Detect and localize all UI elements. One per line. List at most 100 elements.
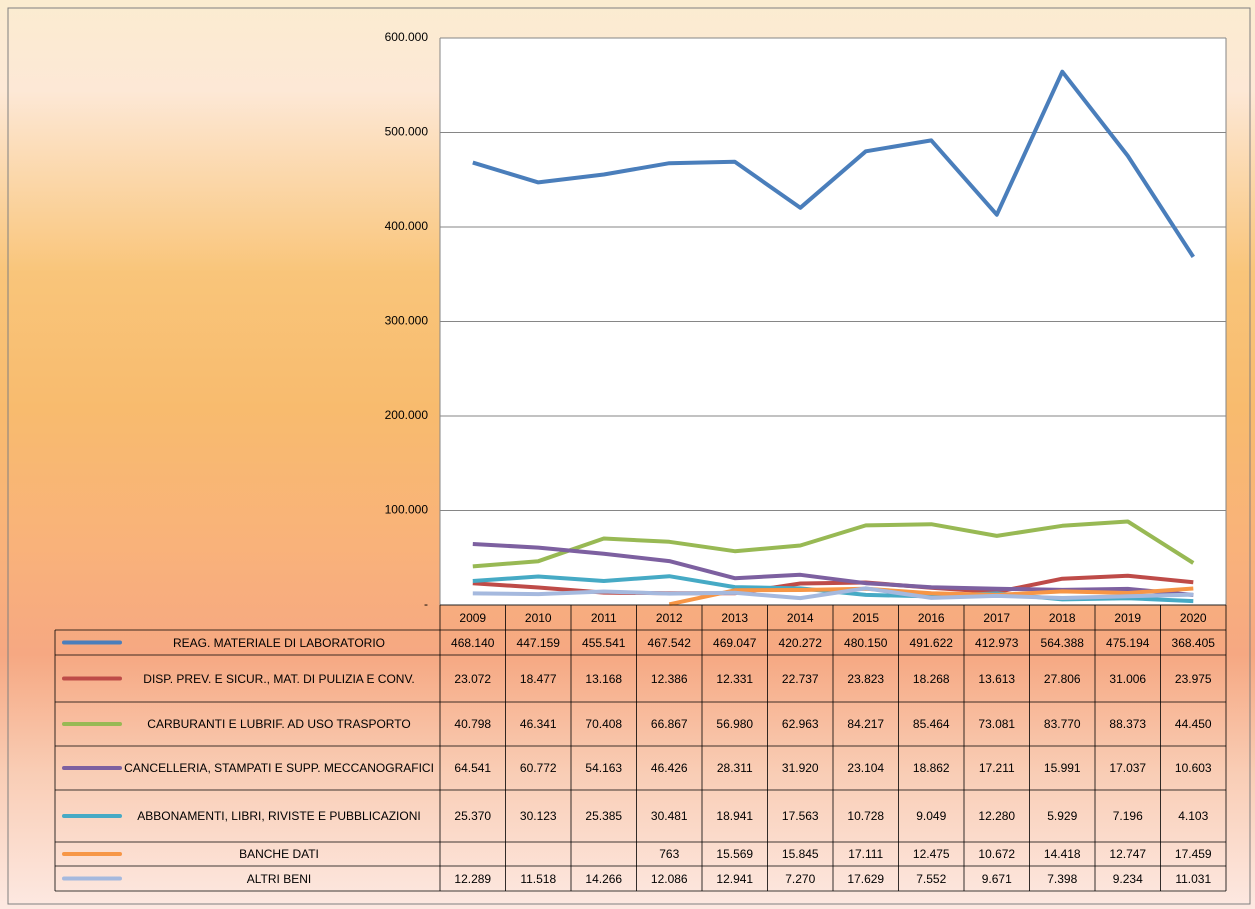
y-tick-label: 200.000 [385,408,429,422]
data-label: 420.272 [778,635,822,650]
data-label: 30.481 [650,809,688,823]
data-label: 467.542 [647,635,691,650]
data-label: 46.426 [650,761,688,775]
data-label: 23.072 [454,671,492,686]
data-label: 12.475 [912,847,950,861]
data-label: 17.037 [1109,761,1147,775]
data-label: 469.047 [713,635,757,650]
x-tick-label: 2010 [524,610,552,625]
data-label: 9.671 [981,871,1012,886]
data-label: 30.123 [519,809,557,823]
x-tick-label: 2018 [1048,610,1076,625]
data-label: 412.973 [975,635,1019,650]
data-label: 31.006 [1109,671,1147,686]
data-label: 18.941 [716,809,754,823]
x-tick-label: 2011 [590,610,617,625]
data-label: 18.862 [912,761,950,775]
data-label: 10.728 [847,809,885,823]
data-label: 56.980 [716,717,754,731]
frame [7,7,1251,905]
data-label: 491.622 [909,635,953,650]
series-line [668,586,1194,607]
x-tick-label: 2019 [1114,610,1142,625]
data-label: 17.563 [781,809,819,823]
data-label: 455.541 [582,635,626,650]
y-tick-label: - [424,597,428,611]
y-tick-label: 300.000 [385,314,429,328]
data-label: 17.111 [848,847,884,861]
data-label: 9.234 [1112,871,1143,886]
x-tick-label: 2012 [655,610,683,625]
data-label: 23.104 [847,761,885,775]
data-label: 4.103 [1178,809,1209,823]
data-label: 12.289 [454,871,492,886]
legend-label: CARBURANTI E LUBRIF. AD USO TRASPORTO [147,717,411,731]
data-label: 40.798 [454,717,492,731]
legend-label: ABBONAMENTI, LIBRI, RIVISTE E PUBBLICAZI… [137,809,421,823]
data-label: 88.373 [1109,717,1147,731]
legend-label: ALTRI BENI [246,871,312,886]
x-tick-label: 2017 [983,610,1011,625]
data-label: 60.772 [519,761,557,775]
y-tick-label: 100.000 [385,503,429,517]
data-label: 17.629 [847,871,885,886]
data-label: 12.747 [1109,847,1147,861]
data-label: 22.737 [781,671,819,686]
data-label: 13.613 [978,671,1016,686]
data-label: 13.168 [585,671,623,686]
data-label: 11.518 [520,871,557,886]
data-label: 15.569 [716,847,754,861]
data-label: 31.920 [781,761,819,775]
data-label: 10.672 [978,847,1016,861]
x-tick-label: 2009 [459,610,487,625]
data-label: 12.280 [978,809,1016,823]
data-label: 54.163 [585,761,623,775]
data-label: 70.408 [585,717,623,731]
data-label: 15.845 [781,847,819,861]
x-tick-label: 2015 [852,610,880,625]
data-label: 368.405 [1171,635,1215,650]
data-label: 64.541 [454,761,492,775]
data-label: 12.331 [716,671,754,686]
data-label: 17.459 [1174,847,1212,861]
series-line [472,586,1194,601]
data-label: 468.140 [451,635,495,650]
y-tick-label: 400.000 [385,219,429,233]
data-label: 18.268 [912,671,950,686]
data-label: 15.991 [1043,761,1081,775]
data-label: 12.386 [650,671,688,686]
data-label: 73.081 [978,717,1016,731]
data-label: 66.867 [650,717,688,731]
data-label: 25.370 [454,809,492,823]
series-line [472,69,1195,258]
x-tick-label: 2013 [721,610,749,625]
series-line [472,519,1195,569]
y-tick-label: 500.000 [385,125,429,139]
legend-label: CANCELLERIA, STAMPATI E SUPP. MECCANOGRA… [124,761,434,775]
data-label: 480.150 [844,635,888,650]
data-label: 12.941 [716,871,754,886]
data-label: 18.477 [519,671,557,686]
data-label: 7.552 [916,871,947,886]
data-label: 564.388 [1040,635,1084,650]
data-label: 23.975 [1174,671,1212,686]
data-label: 7.398 [1047,871,1078,886]
data-label: 10.603 [1174,761,1212,775]
x-tick-label: 2020 [1179,610,1207,625]
data-label: 11.031 [1175,871,1212,886]
y-tick-label: 600.000 [385,30,429,44]
data-label: 14.418 [1043,847,1081,861]
data-label: 85.464 [912,717,950,731]
data-label: 7.270 [785,871,816,886]
data-label: 17.211 [978,761,1015,775]
data-label: 83.770 [1043,717,1081,731]
legend-label: BANCHE DATI [239,847,319,861]
data-label: 44.450 [1174,717,1212,731]
x-tick-label: 2016 [917,610,945,625]
data-label: 84.217 [847,717,885,731]
data-label: 23.823 [847,671,885,686]
data-label: 28.311 [716,761,753,775]
data-label: 7.196 [1112,809,1143,823]
